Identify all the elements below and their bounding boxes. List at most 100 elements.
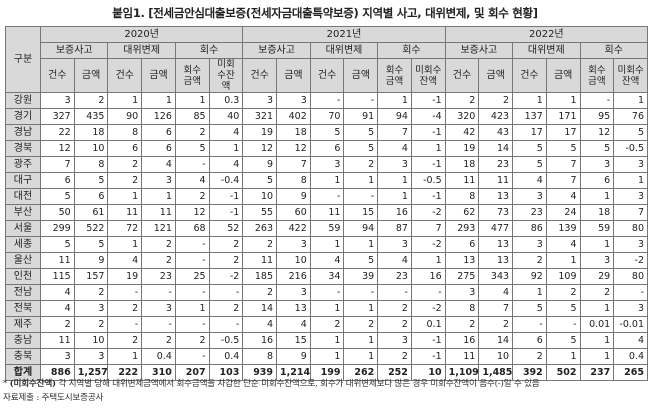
table-cell: 70 (309, 108, 345, 125)
table-cell: 50 (40, 204, 75, 221)
table-cell: 3 (40, 348, 75, 365)
region-label: 전북 (5, 300, 41, 317)
table-cell: 2 (343, 156, 379, 173)
sub-header: 건수 (309, 58, 345, 93)
sub-header: 회수 금액 (579, 58, 615, 93)
table-cell: -2 (208, 268, 244, 285)
table-cell: 85 (174, 108, 210, 125)
table-cell: 1 (174, 300, 210, 317)
region-label: 전남 (5, 284, 41, 301)
table-cell: 17 (512, 124, 547, 141)
table-row: 부산 50 61 11 11 12 -1 55 60 11 15 16 -2 62 73 23 24 18 7 (5, 204, 648, 221)
table-cell: - (343, 188, 379, 205)
sub-header: 건수 (512, 58, 547, 93)
table-cell: 2 (107, 332, 143, 349)
table-cell: - (208, 284, 244, 301)
table-cell: 94 (343, 220, 379, 237)
table-row: 강원 3 2 1 1 1 0.3 3 3- -1 -1 2 2 1 1-1 (5, 92, 648, 109)
table-cell: 6 (73, 188, 109, 205)
table-cell: 11 (40, 252, 75, 269)
sub-header: 금액 (141, 58, 176, 93)
table-cell: 171 (545, 108, 581, 125)
table-cell: 61 (73, 204, 109, 221)
table-cell: 1 (410, 140, 446, 157)
table-cell: 2 (478, 316, 514, 333)
table-cell: 18 (444, 156, 480, 173)
table-cell: 5 (545, 140, 581, 157)
table-cell: 15 (343, 204, 379, 221)
table-row: 울산 11 9 4 2-2 11 10 4 5 4 1 13 13 2 1 3 -2 (5, 252, 648, 269)
table-cell: 216 (276, 268, 311, 285)
table-cell: 4 (545, 236, 581, 253)
table-cell: 8 (276, 172, 311, 189)
table-cell: 13 (478, 188, 514, 205)
table-cell: 2 (107, 156, 143, 173)
table-cell: 62 (444, 204, 480, 221)
sub-header: 금액 (73, 58, 109, 93)
table-cell: 252 (377, 364, 412, 381)
table-cell: 7 (410, 220, 446, 237)
table-cell: 4 (276, 316, 311, 333)
table-cell: 1 (579, 300, 615, 317)
table-cell: 262 (343, 364, 379, 381)
table-cell: 10 (276, 252, 311, 269)
table-cell: 2 (107, 300, 143, 317)
table-cell: 34 (309, 268, 345, 285)
table-cell: 5 (343, 252, 379, 269)
table-cell: 2 (579, 284, 615, 301)
table-cell: 9 (276, 348, 311, 365)
table-cell: 8 (73, 156, 109, 173)
table-cell: 1 (579, 188, 615, 205)
table-cell: 7 (40, 156, 75, 173)
table-cell: 11 (309, 204, 345, 221)
table-cell: 95 (579, 108, 615, 125)
table-cell: -0.5 (410, 172, 446, 189)
table-cell: 1 (343, 332, 379, 349)
table-cell: 1 (141, 92, 176, 109)
region-label: 대구 (5, 172, 41, 189)
table-cell: 5 (309, 124, 345, 141)
table-cell: 327 (40, 108, 75, 125)
table-cell: -2 (410, 300, 446, 317)
table-cell: 3 (73, 348, 109, 365)
table-cell: -1 (410, 156, 446, 173)
table-cell: 18 (73, 124, 109, 141)
table-cell: 3 (276, 92, 311, 109)
region-label: 부산 (5, 204, 41, 221)
year-header-row: 구분 2020년 2021년 2022년 (5, 26, 649, 93)
table-cell: 19 (444, 140, 480, 157)
table-cell: 10 (73, 140, 109, 157)
table-cell: 4 (141, 156, 176, 173)
table-cell: - (174, 236, 210, 253)
region-label: 강원 (5, 92, 41, 109)
table-cell: 157 (73, 268, 109, 285)
table-cell: 14 (478, 332, 514, 349)
table-cell: 40 (208, 108, 244, 125)
group-header: 대위변제 (512, 42, 581, 59)
table-cell: 4 (309, 252, 345, 269)
table-cell: 14 (242, 300, 278, 317)
table-cell: 1 (613, 92, 648, 109)
table-cell: 13 (478, 236, 514, 253)
table-cell: 24 (545, 204, 581, 221)
table-cell: 22 (40, 124, 75, 141)
table-cell: 13 (478, 252, 514, 269)
table-cell: 502 (545, 364, 581, 381)
table-cell: - (107, 284, 143, 301)
table-cell: 11 (478, 172, 514, 189)
table-cell: -1 (410, 92, 446, 109)
table-cell: 39 (343, 268, 379, 285)
table-cell: 59 (579, 220, 615, 237)
table-cell: 423 (478, 108, 514, 125)
group-header: 회수 (579, 42, 648, 59)
sub-header-row: 건수 금액 건수 금액 회수 금액 미회 수잔 액 건수 금액 건수 금액 회수 금액 미회수 잔액 건… (6, 58, 648, 93)
table-cell: 4 (107, 252, 143, 269)
table-cell: 73 (478, 204, 514, 221)
group-header: 회수 (174, 42, 244, 59)
group-header: 보증사고 (242, 42, 311, 59)
table-cell: 3 (141, 172, 176, 189)
table-cell: 2 (40, 316, 75, 333)
source-note: 자료제출 : 주택도시보증공사 (3, 393, 104, 403)
sub-header: 금액 (478, 58, 514, 93)
table-cell: 12 (276, 140, 311, 157)
